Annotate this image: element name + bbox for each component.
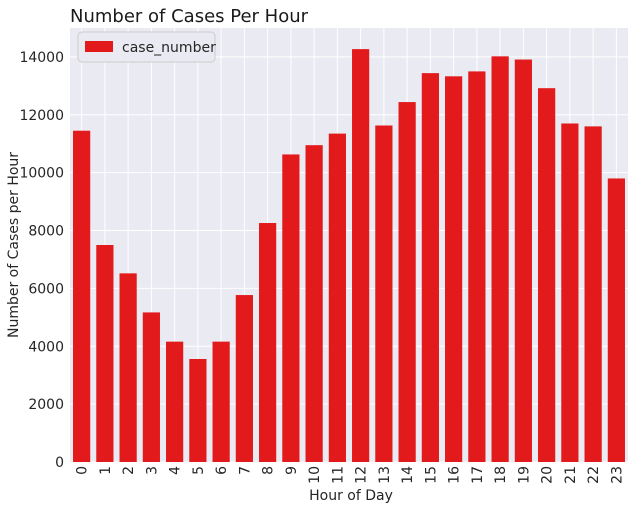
x-tick-label: 17: [470, 466, 486, 484]
y-tick-labels: 0 2000 4000 6000 8000 10000 12000 14000: [19, 50, 64, 471]
x-tick-label: 1: [98, 466, 114, 475]
legend: case_number: [77, 31, 216, 63]
x-tick-label: 13: [377, 466, 393, 484]
legend-swatch: [85, 41, 113, 52]
bar-hour-10: [305, 145, 323, 462]
bar-hour-17: [468, 71, 486, 463]
legend-label: case_number: [122, 40, 216, 56]
bar-hour-3: [142, 312, 160, 462]
bar-hour-22: [584, 126, 602, 462]
y-tick-label: 0: [55, 455, 64, 471]
legend-box: [77, 31, 216, 63]
bar-hour-21: [561, 123, 579, 462]
y-tick-label: 4000: [28, 339, 64, 355]
x-tick-label: 6: [214, 466, 230, 475]
x-tick-label: 22: [586, 466, 602, 484]
x-tick-label: 15: [423, 466, 439, 484]
y-tick-label: 14000: [19, 50, 64, 66]
bar-hour-14: [398, 102, 416, 462]
bar-hour-23: [607, 178, 625, 462]
x-tick-label: 11: [330, 466, 346, 484]
x-tick-label: 21: [563, 466, 579, 484]
bar-hour-18: [491, 56, 509, 462]
chart-title: Number of Cases Per Hour: [70, 6, 309, 27]
bar-hour-6: [212, 341, 230, 462]
y-tick-label: 6000: [28, 281, 64, 297]
y-tick-label: 2000: [28, 397, 64, 413]
bar-hour-15: [421, 73, 439, 463]
bar-hour-7: [235, 295, 253, 462]
bar-hour-19: [514, 59, 532, 463]
bar-hour-0: [73, 130, 91, 463]
x-tick-labels: 0 1 2 3 4 5 6 7 8 9 10 11 12 13 14 15 16 17 18 19 20 21 22 23: [75, 466, 626, 484]
y-axis-label: Number of Cases per Hour: [6, 152, 22, 338]
x-tick-label: 23: [609, 466, 625, 484]
y-tick-label: 12000: [19, 108, 64, 124]
bar-hour-16: [445, 76, 463, 462]
x-tick-label: 19: [516, 466, 532, 484]
x-tick-label: 7: [237, 466, 253, 475]
x-tick-label: 8: [261, 466, 277, 475]
x-tick-label: 5: [191, 466, 207, 475]
bar-hour-13: [375, 125, 393, 462]
plot-background: [70, 28, 628, 462]
bar-hour-11: [328, 133, 346, 462]
x-tick-label: 18: [493, 466, 509, 484]
bar-hour-2: [119, 273, 137, 462]
bar-series: [73, 49, 625, 463]
bar-hour-5: [189, 358, 207, 462]
bar-hour-20: [538, 88, 556, 462]
bar-hour-12: [352, 49, 370, 462]
x-tick-label: 2: [121, 466, 137, 475]
x-tick-label: 9: [284, 466, 300, 475]
y-tick-label: 10000: [19, 166, 64, 182]
x-tick-label: 12: [354, 466, 370, 484]
x-tick-label: 16: [447, 466, 463, 484]
x-tick-label: 4: [168, 466, 184, 475]
x-tick-label: 14: [400, 466, 416, 484]
x-tick-label: 20: [540, 466, 556, 484]
bar-hour-8: [259, 223, 277, 462]
bar-hour-4: [166, 341, 184, 462]
x-tick-label: 3: [144, 466, 160, 475]
y-tick-label: 8000: [28, 224, 64, 240]
x-axis-label: Hour of Day: [309, 488, 393, 504]
x-tick-label: 10: [307, 466, 323, 484]
bar-hour-1: [96, 245, 114, 462]
bar-hour-9: [282, 154, 300, 462]
x-tick-label: 0: [75, 466, 91, 475]
